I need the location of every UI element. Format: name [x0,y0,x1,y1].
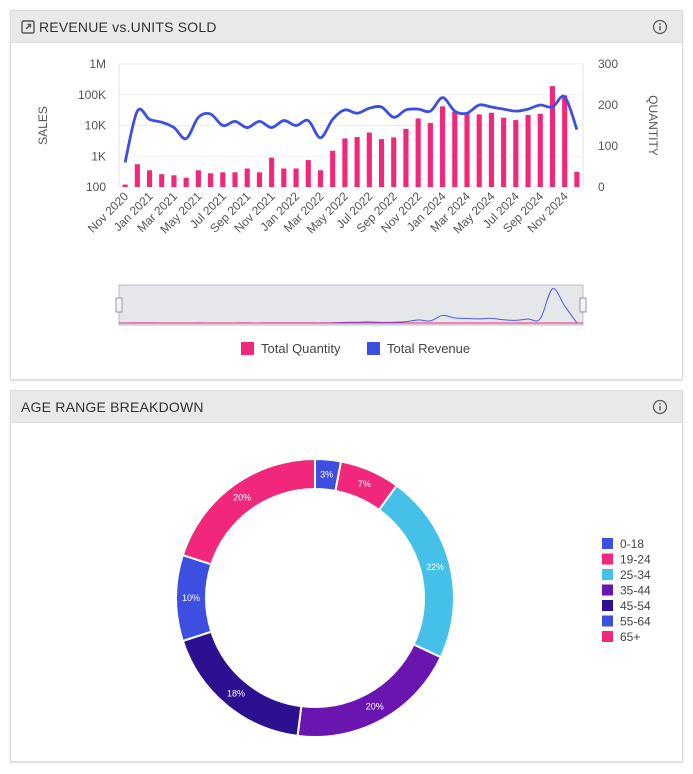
slice-label: 18% [227,689,245,699]
donut-slice [181,457,316,566]
quantity-bar [281,168,287,187]
info-icon[interactable] [652,399,668,415]
quantity-bar [232,172,238,187]
y-left-axis-label: SALES [36,106,50,145]
legend-label: Total Quantity [261,341,341,356]
legend-swatch [602,569,613,580]
quantity-bar [305,160,311,187]
y-left-tick-label: 1M [89,57,106,71]
legend-label: 25-34 [620,568,651,582]
expand-icon[interactable] [21,20,35,34]
quantity-bar [208,173,214,187]
y-right-tick-label: 200 [598,98,618,112]
legend-swatch [602,615,613,627]
quantity-bar [171,175,177,187]
slice-label: 7% [358,479,371,489]
legend-swatch [602,538,613,549]
quantity-bar [354,137,360,187]
legend-label: 35-44 [620,584,651,598]
quantity-bar [501,117,507,187]
legend-swatch [241,342,254,355]
legend-label: 19-24 [620,553,651,567]
y-left-tick-label: 10K [85,119,106,133]
revenue-panel-title-wrap: REVENUE vs.UNITS SOLD [21,19,217,35]
slice-label: 10% [182,593,200,603]
quantity-bar [122,184,128,187]
quantity-bar [317,170,324,187]
quantity-bar [476,114,482,187]
y-right-tick-label: 300 [598,57,618,71]
y-left-tick-label: 1K [91,149,106,163]
legend-swatch [602,631,613,642]
quantity-bar [440,106,446,187]
quantity-bar [342,138,348,187]
y-right-tick-label: 100 [598,139,618,153]
quantity-bar [366,132,372,187]
revenue-panel-title: REVENUE vs.UNITS SOLD [39,19,217,35]
navigator-handle [115,297,123,313]
quantity-bar [549,86,556,187]
quantity-bar [244,168,250,187]
quantity-bar [452,111,458,187]
y-left-tick-label: 100 [86,180,106,194]
age-panel-title: AGE RANGE BREAKDOWN [21,399,204,415]
quantity-bar [146,170,153,187]
age-panel-header: AGE RANGE BREAKDOWN [11,391,682,423]
quantity-bar [220,172,226,187]
quantity-bar [330,150,336,187]
quantity-bar [269,157,275,187]
revenue-panel-header: REVENUE vs.UNITS SOLD [11,11,682,43]
slice-label: 20% [366,702,384,712]
legend-swatch [602,600,613,611]
quantity-bar [293,168,299,187]
quantity-bar [574,171,580,187]
quantity-bar [562,95,568,187]
quantity-bar [537,113,543,187]
y-right-tick-label: 0 [598,180,605,194]
info-icon[interactable] [652,19,668,35]
quantity-bar [525,114,531,187]
quantity-bar [513,120,519,187]
legend-label: 45-54 [620,599,651,613]
legend-label: 55-64 [620,615,651,629]
legend-label: 0-18 [620,537,644,551]
quantity-bar [415,118,421,187]
quantity-bar [195,170,201,187]
legend-swatch [367,342,380,355]
legend-swatch [602,584,613,596]
donut-slice [181,630,303,738]
legend-label: Total Revenue [387,341,470,356]
slice-label: 3% [320,470,333,480]
quantity-bar [464,113,470,187]
y-left-tick-label: 100K [78,88,106,102]
quantity-bar [403,128,409,187]
revenue-panel: REVENUE vs.UNITS SOLD 100 1K 10K 100K 1M 0 100… [10,10,683,380]
quantity-bar [488,112,494,187]
age-panel: AGE RANGE BREAKDOWN 3% 7% 22% 20% 18% 10% 20% 0… [10,390,683,762]
slice-label: 22% [426,562,444,572]
quantity-bar [159,174,165,187]
quantity-bar [427,123,433,187]
navigator-window [118,284,584,326]
quantity-bar [256,172,262,187]
revenue-line [123,94,579,163]
quantity-bar [134,164,140,187]
y-right-axis-label: QUANTITY [646,95,660,156]
slice-label: 20% [233,493,251,503]
legend-swatch [602,553,613,565]
quantity-bar [391,137,397,187]
quantity-bar [183,177,189,187]
quantity-bar [378,139,385,187]
legend-label: 65+ [620,630,640,644]
donut-slice [296,643,443,738]
navigator-handle [579,297,587,313]
